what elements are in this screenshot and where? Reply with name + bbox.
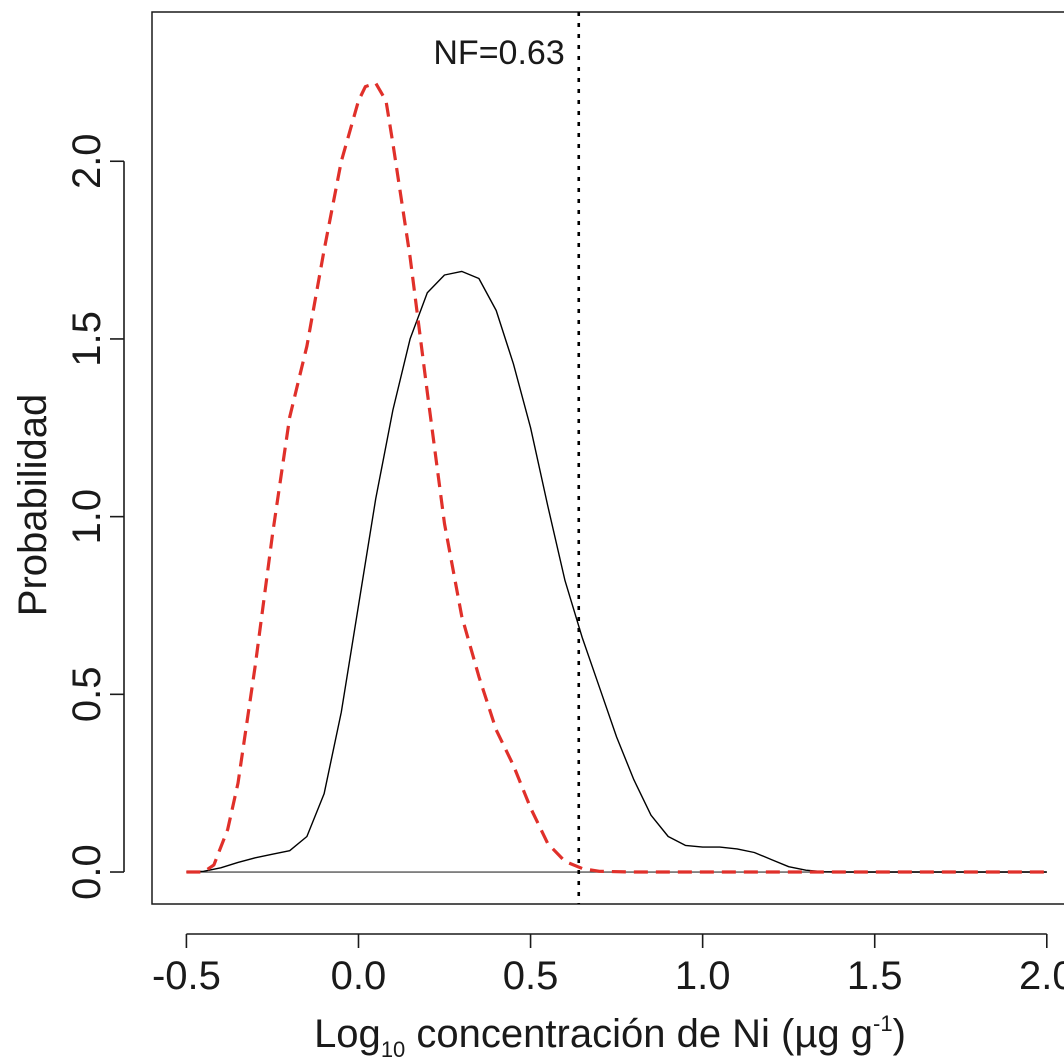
y-tick-label: 2.0 — [65, 133, 109, 189]
x-tick-label: 1.5 — [847, 954, 903, 998]
y-tick-label: 1.5 — [65, 311, 109, 367]
x-axis-title-main: concentración de Ni (µg g — [405, 1012, 873, 1056]
x-tick-label: 2.0 — [1019, 954, 1064, 998]
y-tick-label: 1.0 — [65, 489, 109, 545]
series-dashed-red-density — [186, 81, 1047, 874]
x-axis-title: Log10 concentración de Ni (µg g-1) — [314, 1011, 906, 1062]
x-tick-label: -0.5 — [152, 954, 221, 998]
x-axis-title-suffix: ) — [893, 1012, 906, 1056]
x-axis-title-superscript: -1 — [873, 1011, 893, 1036]
x-tick-label: 0.0 — [331, 954, 387, 998]
y-tick-label: 0.5 — [65, 667, 109, 723]
series-solid-black-density — [186, 270, 1047, 873]
reference-line-label: NF=0.63 — [433, 34, 564, 72]
y-axis-title: Probabilidad — [11, 394, 55, 616]
x-axis-title-prefix: Log — [314, 1012, 381, 1056]
x-tick-label: 0.5 — [503, 954, 559, 998]
x-axis-title-subscript: 10 — [381, 1037, 405, 1062]
plot-frame — [151, 11, 1064, 905]
y-tick-label: 0.0 — [65, 844, 109, 900]
x-tick-label: 1.0 — [675, 954, 731, 998]
